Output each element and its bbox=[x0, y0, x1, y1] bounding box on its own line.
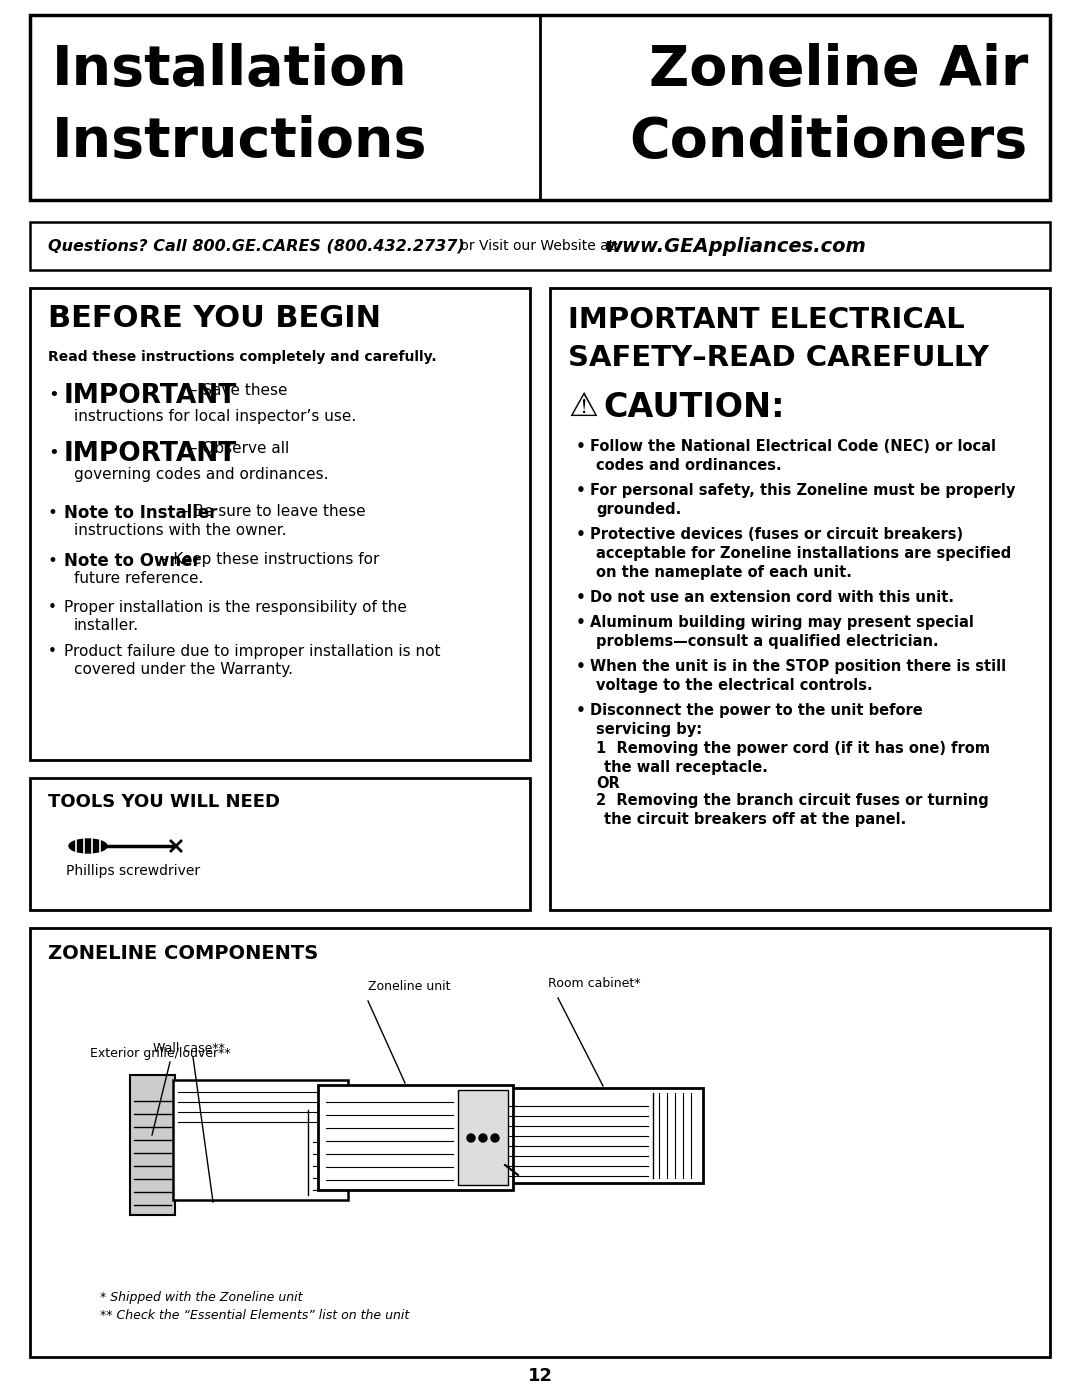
Text: Zoneline unit: Zoneline unit bbox=[368, 981, 450, 993]
Text: 2  Removing the branch circuit fuses or turning: 2 Removing the branch circuit fuses or t… bbox=[596, 793, 989, 807]
Text: or Visit our Website at:: or Visit our Website at: bbox=[456, 239, 623, 253]
Text: •: • bbox=[576, 659, 585, 673]
Text: grounded.: grounded. bbox=[596, 502, 681, 517]
Text: •: • bbox=[576, 527, 585, 542]
Text: ⚠: ⚠ bbox=[568, 391, 598, 425]
Bar bbox=[318, 1085, 513, 1190]
Bar bbox=[550, 288, 1050, 909]
Bar bbox=[30, 222, 1050, 270]
Bar bbox=[458, 1090, 508, 1185]
Text: Follow the National Electrical Code (NEC) or local: Follow the National Electrical Code (NEC… bbox=[590, 439, 996, 454]
Text: •: • bbox=[576, 703, 585, 718]
Text: IMPORTANT: IMPORTANT bbox=[64, 383, 238, 409]
Text: Room cabinet*: Room cabinet* bbox=[548, 977, 640, 990]
Text: acceptable for Zoneline installations are specified: acceptable for Zoneline installations ar… bbox=[596, 546, 1011, 562]
Text: the circuit breakers off at the panel.: the circuit breakers off at the panel. bbox=[604, 812, 906, 827]
Text: Installation: Installation bbox=[52, 43, 408, 96]
Circle shape bbox=[467, 1134, 475, 1141]
Ellipse shape bbox=[69, 840, 107, 854]
Text: Conditioners: Conditioners bbox=[630, 115, 1028, 169]
Text: instructions for local inspector’s use.: instructions for local inspector’s use. bbox=[75, 409, 356, 425]
Text: the wall receptacle.: the wall receptacle. bbox=[604, 760, 768, 775]
Text: •: • bbox=[48, 444, 58, 462]
Text: problems—consult a qualified electrician.: problems—consult a qualified electrician… bbox=[596, 634, 939, 650]
Text: 12: 12 bbox=[527, 1368, 553, 1384]
Text: SAFETY–READ CAREFULLY: SAFETY–READ CAREFULLY bbox=[568, 344, 989, 372]
Text: Disconnect the power to the unit before: Disconnect the power to the unit before bbox=[590, 703, 922, 718]
Text: Aluminum building wiring may present special: Aluminum building wiring may present spe… bbox=[590, 615, 974, 630]
Text: – Keep these instructions for: – Keep these instructions for bbox=[156, 552, 379, 567]
Text: ZONELINE COMPONENTS: ZONELINE COMPONENTS bbox=[48, 944, 319, 963]
Circle shape bbox=[491, 1134, 499, 1141]
Text: •: • bbox=[576, 483, 585, 497]
Text: •: • bbox=[48, 644, 57, 659]
Text: Note to Owner: Note to Owner bbox=[64, 552, 201, 570]
Circle shape bbox=[480, 1134, 487, 1141]
Text: voltage to the electrical controls.: voltage to the electrical controls. bbox=[596, 678, 873, 693]
Text: Zoneline Air: Zoneline Air bbox=[649, 43, 1028, 96]
Text: •: • bbox=[576, 615, 585, 630]
Text: Read these instructions completely and carefully.: Read these instructions completely and c… bbox=[48, 351, 436, 365]
Text: Wall case**: Wall case** bbox=[153, 1042, 225, 1055]
Text: IMPORTANT: IMPORTANT bbox=[64, 441, 238, 467]
Text: •: • bbox=[576, 439, 585, 454]
Text: BEFORE YOU BEGIN: BEFORE YOU BEGIN bbox=[48, 305, 381, 332]
Text: – Be sure to leave these: – Be sure to leave these bbox=[176, 504, 366, 520]
Bar bbox=[30, 15, 1050, 200]
Text: •: • bbox=[48, 504, 58, 522]
Text: For personal safety, this Zoneline must be properly: For personal safety, this Zoneline must … bbox=[590, 483, 1015, 497]
Text: Product failure due to improper installation is not: Product failure due to improper installa… bbox=[64, 644, 441, 659]
Text: Exterior grille/louver**: Exterior grille/louver** bbox=[90, 1046, 231, 1060]
Text: 1  Removing the power cord (if it has one) from: 1 Removing the power cord (if it has one… bbox=[596, 740, 990, 756]
Text: – Save these: – Save these bbox=[185, 383, 287, 398]
Bar bbox=[30, 928, 1050, 1356]
Text: •: • bbox=[48, 552, 58, 570]
Text: – Observe all: – Observe all bbox=[185, 441, 289, 455]
Text: IMPORTANT ELECTRICAL: IMPORTANT ELECTRICAL bbox=[568, 306, 964, 334]
Text: When the unit is in the STOP position there is still: When the unit is in the STOP position th… bbox=[590, 659, 1007, 673]
Text: future reference.: future reference. bbox=[75, 571, 203, 585]
Text: CAUTION:: CAUTION: bbox=[603, 391, 784, 425]
Text: covered under the Warranty.: covered under the Warranty. bbox=[75, 662, 293, 678]
Bar bbox=[173, 1080, 348, 1200]
Text: Questions? Call 800.GE.CARES (800.432.2737): Questions? Call 800.GE.CARES (800.432.27… bbox=[48, 239, 464, 253]
Text: Do not use an extension cord with this unit.: Do not use an extension cord with this u… bbox=[590, 590, 954, 605]
Text: on the nameplate of each unit.: on the nameplate of each unit. bbox=[596, 564, 852, 580]
Bar bbox=[130, 1076, 175, 1215]
Text: Protective devices (fuses or circuit breakers): Protective devices (fuses or circuit bre… bbox=[590, 527, 963, 542]
Text: codes and ordinances.: codes and ordinances. bbox=[596, 458, 782, 474]
Bar bbox=[30, 288, 530, 760]
Bar bbox=[30, 778, 530, 909]
Text: installer.: installer. bbox=[75, 617, 139, 633]
Text: Phillips screwdriver: Phillips screwdriver bbox=[66, 863, 200, 877]
Text: ** Check the “Essential Elements” list on the unit: ** Check the “Essential Elements” list o… bbox=[100, 1309, 409, 1322]
Text: servicing by:: servicing by: bbox=[596, 722, 702, 738]
Text: •: • bbox=[48, 599, 57, 615]
Text: www.GEAppliances.com: www.GEAppliances.com bbox=[604, 236, 866, 256]
Text: Instructions: Instructions bbox=[52, 115, 428, 169]
Text: Proper installation is the responsibility of the: Proper installation is the responsibilit… bbox=[64, 599, 407, 615]
Text: * Shipped with the Zoneline unit: * Shipped with the Zoneline unit bbox=[100, 1291, 302, 1303]
Text: •: • bbox=[576, 590, 585, 605]
Bar bbox=[503, 1088, 703, 1183]
Text: OR: OR bbox=[596, 775, 620, 791]
Text: Note to Installer: Note to Installer bbox=[64, 504, 217, 522]
Text: instructions with the owner.: instructions with the owner. bbox=[75, 522, 286, 538]
Text: governing codes and ordinances.: governing codes and ordinances. bbox=[75, 467, 328, 482]
Text: •: • bbox=[48, 386, 58, 404]
Text: TOOLS YOU WILL NEED: TOOLS YOU WILL NEED bbox=[48, 793, 280, 812]
